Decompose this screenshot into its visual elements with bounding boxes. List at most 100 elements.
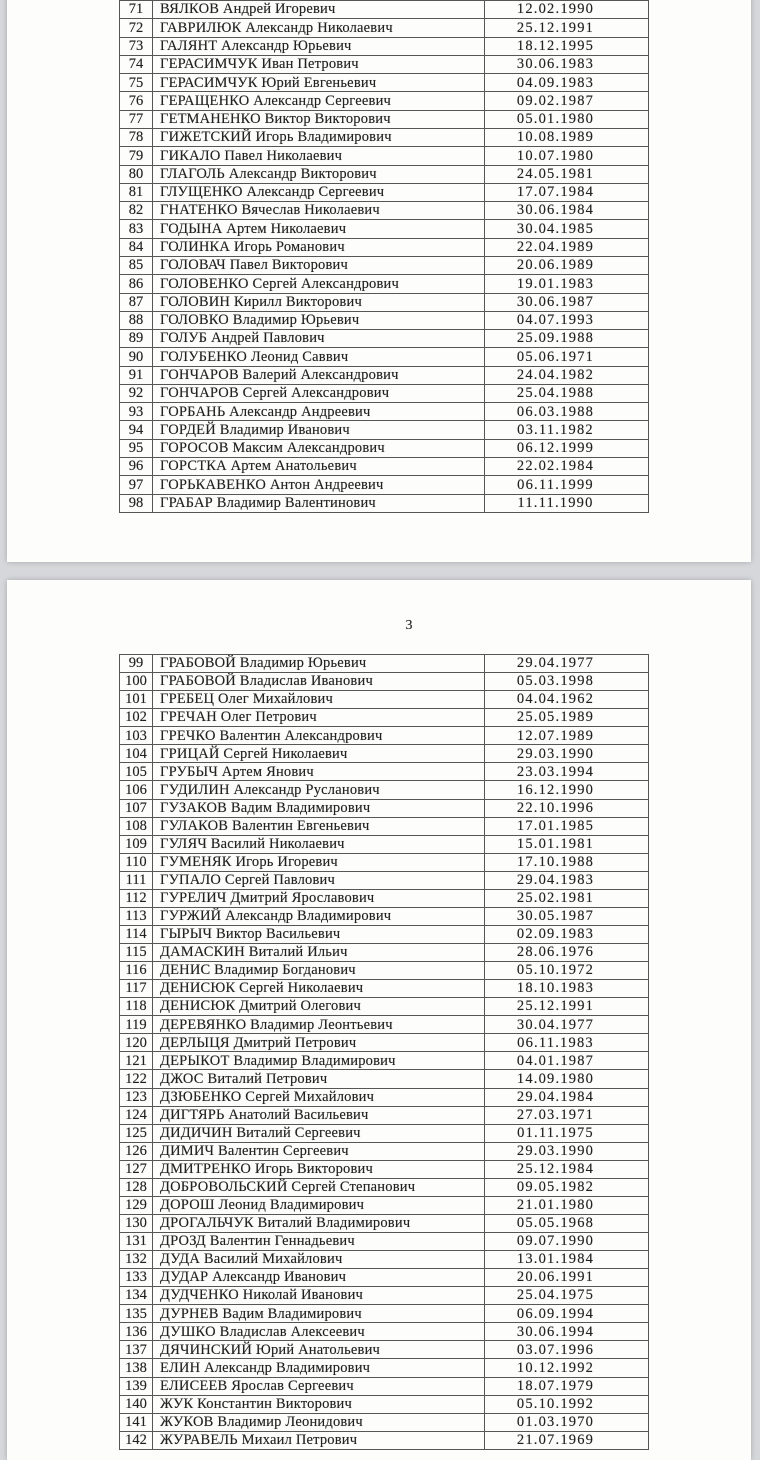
person-name-cell: ГОЛИНКА Игорь Романович xyxy=(152,237,485,257)
birth-date-cell: 30.06.1983 xyxy=(484,54,649,75)
birth-date-cell: 30.06.1994 xyxy=(484,1322,649,1342)
table-row: 126 ДИМИЧ Валентин Сергеевич 29.03.1990 xyxy=(119,1141,649,1161)
person-name-cell: ГОРДЕЙ Владимир Иванович xyxy=(152,420,485,440)
birth-date-cell: 13.01.1984 xyxy=(484,1250,649,1270)
person-name-cell: ДУДАР Александр Иванович xyxy=(152,1268,485,1288)
birth-date-cell: 30.04.1985 xyxy=(484,219,649,239)
birth-date-cell: 17.10.1988 xyxy=(484,852,649,872)
person-name-cell: ГОНЧАРОВ Сергей Александрович xyxy=(152,383,485,404)
person-name-cell: ДАМАСКИН Виталий Ильич xyxy=(152,942,485,963)
person-name-cell: ГОЛОВКО Владимир Юрьевич xyxy=(152,310,485,331)
person-name-cell: ДУРНЕВ Вадим Владимирович xyxy=(152,1304,485,1324)
birth-date-cell: 06.09.1994 xyxy=(484,1304,649,1324)
row-number-cell: 101 xyxy=(119,690,153,710)
table-row: 82 ГНАТЕНКО Вячеслав Николаевич 30.06.19… xyxy=(119,201,649,221)
row-number-cell: 136 xyxy=(119,1322,153,1342)
table-row: 81 ГЛУЩЕНКО Александр Сергеевич 17.07.19… xyxy=(119,182,649,203)
person-name-cell: ГОРОСОВ Максим Александрович xyxy=(152,438,485,459)
table-row: 119 ДЕРЕВЯНКО Владимир Леонтьевич 30.04.… xyxy=(119,1015,649,1035)
person-name-cell: ГЛАГОЛЬ Александр Викторович xyxy=(152,164,485,184)
birth-date-cell: 06.11.1999 xyxy=(484,475,649,495)
row-number-cell: 99 xyxy=(119,653,153,674)
table-row: 96 ГОРСТКА Артем Анатольевич 22.02.1984 xyxy=(119,457,649,477)
person-name-cell: ГОЛОВЕНКО Сергей Александрович xyxy=(152,274,485,294)
birth-date-cell: 21.01.1980 xyxy=(484,1195,649,1215)
person-name-cell: ЖУК Константин Викторович xyxy=(152,1394,485,1414)
person-name-cell: ДЕНИСЮК Дмитрий Олегович xyxy=(152,997,485,1017)
birth-date-cell: 05.05.1968 xyxy=(484,1213,649,1234)
table-row: 92 ГОНЧАРОВ Сергей Александрович 25.04.1… xyxy=(119,383,649,404)
birth-date-cell: 22.04.1989 xyxy=(484,237,649,257)
person-name-cell: ГУРЖИЙ Александр Владимирович xyxy=(152,906,485,926)
row-number-cell: 140 xyxy=(119,1394,153,1414)
birth-date-cell: 05.06.1971 xyxy=(484,347,649,367)
birth-date-cell: 24.05.1981 xyxy=(484,164,649,184)
row-number-cell: 130 xyxy=(119,1213,153,1234)
table-row: 132 ДУДА Василий Михайлович 13.01.1984 xyxy=(119,1250,649,1270)
birth-date-cell: 06.11.1983 xyxy=(484,1033,649,1053)
table-row: 114 ГЫРЫЧ Виктор Васильевич 02.09.1983 xyxy=(119,924,649,945)
birth-date-cell: 23.03.1994 xyxy=(484,762,649,782)
table-row: 105 ГРУБЫЧ Артем Янович 23.03.1994 xyxy=(119,762,649,782)
table-row: 122 ДЖОС Виталий Петрович 14.09.1980 xyxy=(119,1069,649,1089)
row-number-cell: 89 xyxy=(119,329,153,349)
row-number-cell: 71 xyxy=(119,0,153,20)
person-name-cell: ДЯЧИНСКИЙ Юрий Анатольевич xyxy=(152,1340,485,1360)
row-number-cell: 127 xyxy=(119,1159,153,1179)
page-number: 3 xyxy=(405,618,413,633)
row-number-cell: 94 xyxy=(119,420,153,440)
row-number-cell: 126 xyxy=(119,1141,153,1161)
table-row: 131 ДРОЗД Валентин Геннадьевич 09.07.199… xyxy=(119,1231,649,1252)
table-row: 118 ДЕНИСЮК Дмитрий Олегович 25.12.1991 xyxy=(119,997,649,1017)
person-name-cell: ГОРЬКАВЕНКО Антон Андреевич xyxy=(152,475,485,495)
birth-date-cell: 10.08.1989 xyxy=(484,127,649,148)
row-number-cell: 82 xyxy=(119,201,153,221)
row-number-cell: 110 xyxy=(119,852,153,872)
row-number-cell: 138 xyxy=(119,1358,153,1378)
birth-date-cell: 25.04.1975 xyxy=(484,1286,649,1306)
table-row: 133 ДУДАР Александр Иванович 20.06.1991 xyxy=(119,1268,649,1288)
table-row: 139 ЕЛИСЕЕВ Ярослав Сергеевич 18.07.1979 xyxy=(119,1376,649,1396)
person-name-cell: ГУМЕНЯК Игорь Игоревич xyxy=(152,852,485,872)
birth-date-cell: 11.11.1990 xyxy=(484,493,649,514)
table-row: 140 ЖУК Константин Викторович 05.10.1992 xyxy=(119,1394,649,1414)
person-name-cell: ДЕНИСЮК Сергей Николаевич xyxy=(152,979,485,999)
row-number-cell: 137 xyxy=(119,1340,153,1360)
row-number-cell: 76 xyxy=(119,91,153,111)
table-row: 85 ГОЛОВАЧ Павел Викторович 20.06.1989 xyxy=(119,255,649,276)
person-name-cell: ГОНЧАРОВ Валерий Александрович xyxy=(152,365,485,385)
person-name-cell: ЖУКОВ Владимир Леонидович xyxy=(152,1412,485,1432)
birth-date-cell: 17.07.1984 xyxy=(484,182,649,203)
birth-date-cell: 09.07.1990 xyxy=(484,1231,649,1252)
person-name-cell: ГЕРАСИМЧУК Иван Петрович xyxy=(152,54,485,75)
table-row: 99 ГРАБОВОЙ Владимир Юрьевич 29.04.1977 xyxy=(119,653,649,674)
birth-date-cell: 04.09.1983 xyxy=(484,73,649,93)
birth-date-cell: 05.03.1998 xyxy=(484,672,649,692)
row-number-cell: 87 xyxy=(119,292,153,312)
table-row: 79 ГИКАЛО Павел Николаевич 10.07.1980 xyxy=(119,146,649,166)
table-row: 101 ГРЕБЕЦ Олег Михайлович 04.04.1962 xyxy=(119,690,649,710)
person-name-cell: ГРУБЫЧ Артем Янович xyxy=(152,762,485,782)
birth-date-cell: 25.02.1981 xyxy=(484,888,649,908)
birth-date-cell: 01.03.1970 xyxy=(484,1412,649,1432)
birth-date-cell: 28.06.1976 xyxy=(484,942,649,963)
birth-date-cell: 18.12.1995 xyxy=(484,36,649,56)
person-name-cell: ГРАБАР Владимир Валентинович xyxy=(152,493,485,514)
person-name-cell: ДИГТЯРЬ Анатолий Васильевич xyxy=(152,1105,485,1125)
birth-date-cell: 02.09.1983 xyxy=(484,924,649,945)
row-number-cell: 121 xyxy=(119,1051,153,1071)
birth-date-cell: 10.07.1980 xyxy=(484,146,649,166)
birth-date-cell: 25.04.1988 xyxy=(484,383,649,404)
table-row: 112 ГУРЕЛИЧ Дмитрий Ярославович 25.02.19… xyxy=(119,888,649,908)
person-name-cell: ГРИЦАЙ Сергей Николаевич xyxy=(152,744,485,764)
row-number-cell: 96 xyxy=(119,457,153,477)
row-number-cell: 109 xyxy=(119,834,153,854)
table-row: 116 ДЕНИС Владимир Богданович 05.10.1972 xyxy=(119,961,649,981)
birth-date-cell: 19.01.1983 xyxy=(484,274,649,294)
person-name-cell: ДЕРЕВЯНКО Владимир Леонтьевич xyxy=(152,1015,485,1035)
row-number-cell: 131 xyxy=(119,1231,153,1252)
table-row: 76 ГЕРАЩЕНКО Александр Сергеевич 09.02.1… xyxy=(119,91,649,111)
table-row: 87 ГОЛОВИН Кирилл Викторович 30.06.1987 xyxy=(119,292,649,312)
row-number-cell: 118 xyxy=(119,997,153,1017)
row-number-cell: 91 xyxy=(119,365,153,385)
